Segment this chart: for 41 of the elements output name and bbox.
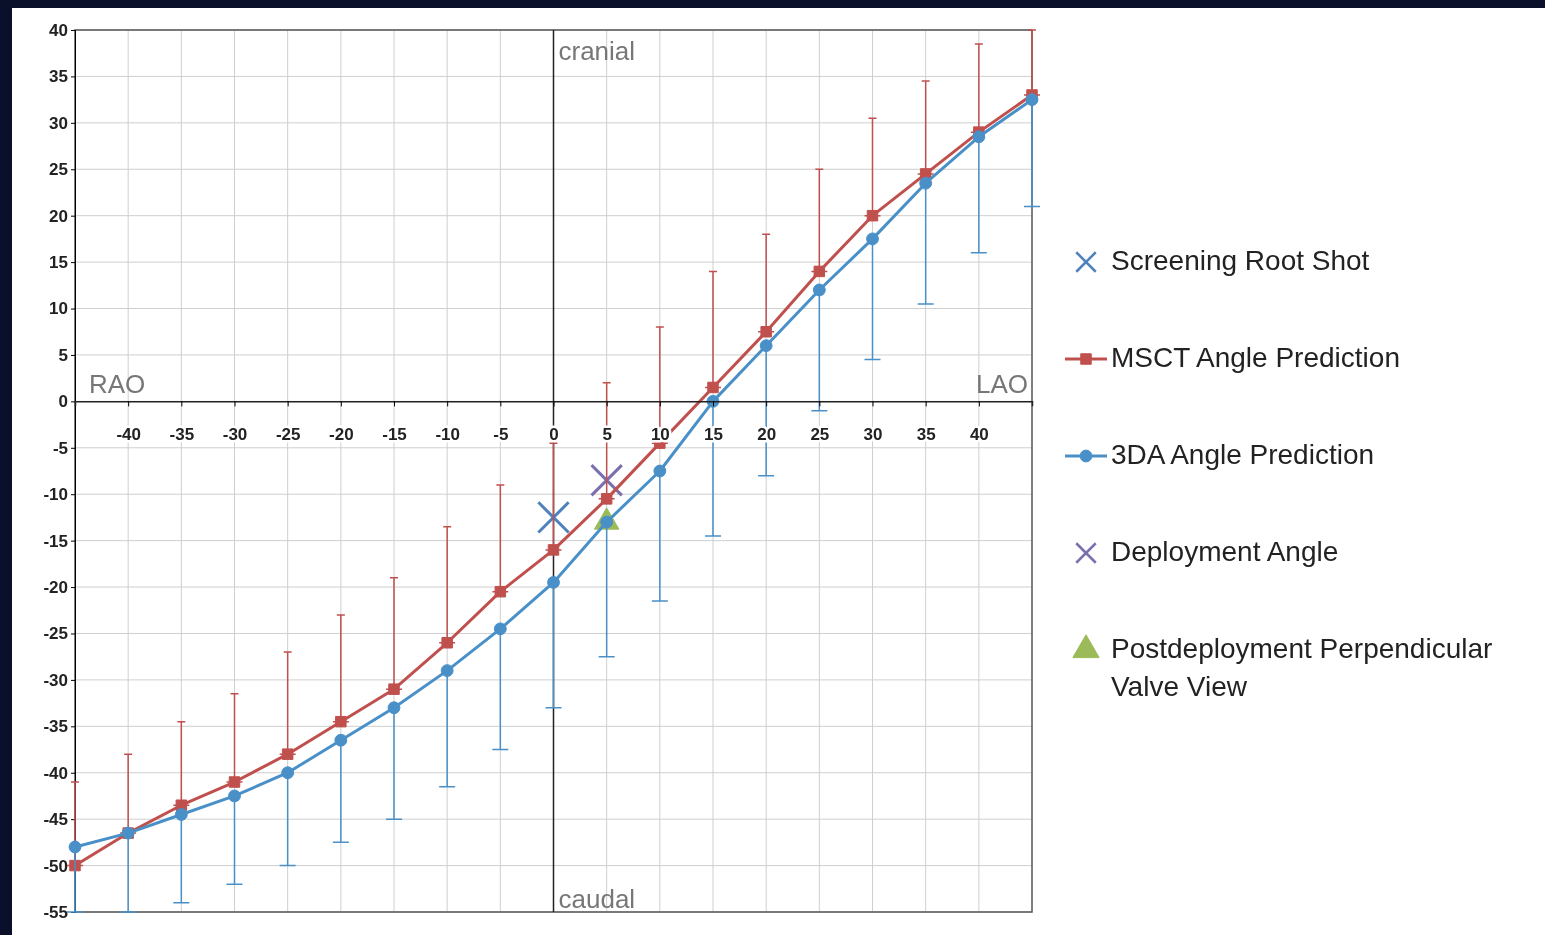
y-tick-label: 25 [49, 160, 68, 180]
x-tick-label: -30 [222, 425, 248, 445]
y-tick-label: 20 [49, 206, 68, 226]
x-tick-label: -35 [169, 425, 195, 445]
legend-label: MSCT Angle Prediction [1111, 342, 1400, 373]
y-tick-label: -25 [43, 624, 68, 644]
y-tick-label: 10 [49, 299, 68, 319]
legend-label: Screening Root Shot [1111, 245, 1370, 276]
x-tick-label: -40 [116, 425, 141, 445]
legend-label: Postdeployment Perpendicular Valve View [1111, 633, 1493, 702]
y-tick-label: -40 [43, 763, 68, 783]
y-tick-label: -35 [43, 717, 68, 737]
annotation: caudal [558, 884, 636, 914]
y-tick-label: 40 [49, 20, 68, 40]
y-tick-label: 5 [58, 345, 68, 365]
y-tick-label: -45 [43, 810, 68, 830]
y-tick-label: -5 [52, 438, 68, 458]
y-tick-label: -30 [43, 670, 68, 690]
x-tick-label: -10 [435, 425, 460, 445]
annotation: LAO [975, 369, 1028, 400]
x-tick-label: -5 [493, 425, 509, 445]
y-tick-label: 15 [49, 253, 68, 273]
y-tick-label: -15 [43, 531, 68, 551]
y-tick-label: -55 [43, 902, 68, 922]
y-tick-label: 35 [49, 67, 68, 87]
legend-label: Deployment Angle [1111, 536, 1339, 567]
y-tick-label: -10 [43, 485, 68, 505]
x-tick-label: 30 [863, 425, 883, 445]
y-tick-label: 30 [49, 113, 68, 133]
y-tick-label: -50 [43, 856, 68, 876]
y-tick-label: 0 [58, 392, 68, 412]
x-tick-label: 35 [916, 425, 936, 445]
x-tick-label: 25 [810, 425, 830, 445]
x-tick-label: -20 [329, 425, 354, 445]
annotation: RAO [89, 369, 146, 400]
x-tick-label: 40 [969, 425, 989, 445]
legend-label: 3DA Angle Prediction [1111, 439, 1375, 470]
y-tick-label: -20 [43, 577, 68, 597]
annotation: cranial [558, 36, 636, 66]
x-tick-label: -15 [382, 425, 407, 445]
x-tick-label: -25 [275, 425, 301, 445]
